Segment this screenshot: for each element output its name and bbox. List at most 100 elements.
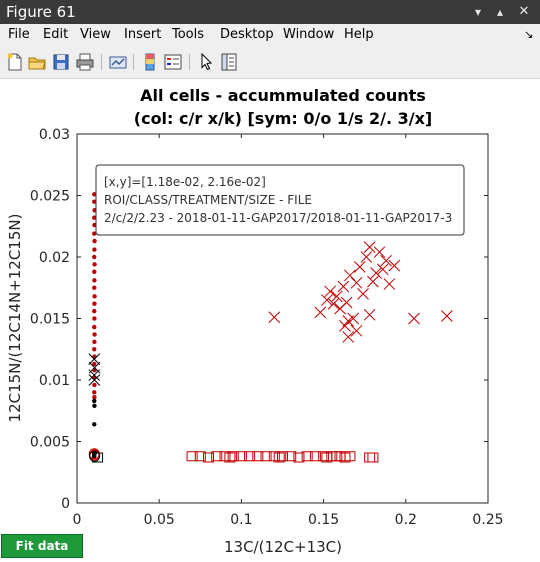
print-icon[interactable] (75, 52, 95, 72)
new-file-icon[interactable] (5, 52, 25, 72)
y-tick-label: 0.025 (30, 189, 70, 205)
data-point (340, 296, 353, 309)
data-point (92, 347, 97, 352)
menu-window[interactable]: Window (283, 27, 335, 42)
data-point (92, 215, 97, 220)
data-point (363, 308, 376, 321)
data-point (92, 403, 97, 409)
data-point (277, 451, 288, 462)
data-point (301, 451, 313, 462)
menu-edit[interactable]: Edit (43, 27, 69, 42)
data-point (380, 254, 392, 267)
data-point (88, 369, 101, 381)
menu-tools[interactable]: Tools (172, 27, 205, 42)
toolbar-separator (101, 54, 102, 70)
data-point (92, 285, 97, 290)
data-point (367, 275, 379, 288)
data-point (360, 251, 373, 263)
data-point (186, 451, 198, 462)
data-point (203, 452, 215, 463)
menu-view[interactable]: View (80, 27, 111, 42)
data-point (92, 294, 97, 299)
dock-arrow-icon[interactable]: ↘ (524, 28, 534, 41)
data-point (92, 324, 97, 330)
data-point (92, 301, 97, 306)
data-point (92, 454, 97, 459)
toolbar-separator (189, 54, 190, 70)
pointer-icon[interactable] (196, 52, 216, 72)
data-point (350, 324, 363, 337)
data-tip-line1: [x,y]=[1.18e-02, 2.16e-02] (104, 175, 266, 189)
maximize-icon[interactable]: ▴ (496, 5, 504, 19)
data-point (324, 285, 337, 298)
data-point (92, 231, 97, 236)
data-point (224, 452, 236, 463)
data-point (344, 269, 356, 282)
data-point (244, 451, 256, 462)
menu-desktop[interactable]: Desktop (220, 27, 274, 42)
data-points (88, 192, 453, 463)
data-point (92, 269, 97, 274)
data-point (342, 331, 355, 343)
data-point (211, 451, 223, 462)
property-editor-icon[interactable] (219, 52, 239, 72)
y-tick-label: 0.02 (39, 250, 70, 266)
data-point (293, 452, 305, 463)
data-point (92, 339, 97, 345)
link-plot-icon[interactable] (108, 52, 128, 72)
x-tick-label: 0 (73, 512, 82, 528)
x-axis: 0 0.05 0.1 0.15 0.2 0.25 (73, 134, 504, 528)
y-tick-label: 0.03 (39, 127, 70, 143)
menu-insert[interactable]: Insert (124, 27, 162, 42)
chart-subtitle: (col: c/r x/k) [sym: 0/o 1/s 2/. 3/x] (134, 109, 432, 128)
x-axis-label: 13C/(12C+13C) (224, 538, 342, 556)
data-point (92, 395, 97, 400)
close-icon[interactable]: ✕ (518, 4, 530, 19)
y-tick-label: 0.005 (30, 435, 70, 451)
menu-file[interactable]: File (8, 27, 30, 42)
data-point (92, 238, 97, 244)
data-point (92, 332, 97, 337)
data-tip[interactable]: [x,y]=[1.18e-02, 2.16e-02] ROI/CLASS/TRE… (95, 164, 465, 236)
data-point (92, 308, 97, 314)
open-folder-icon[interactable] (27, 52, 47, 72)
y-tick-label: 0.015 (30, 312, 70, 328)
x-tick-label: 0.15 (308, 512, 339, 528)
save-icon[interactable] (51, 52, 71, 72)
data-point (330, 290, 343, 303)
data-point (235, 451, 247, 462)
data-point (321, 294, 333, 306)
data-point (373, 246, 386, 258)
data-point (357, 288, 369, 300)
data-point (285, 451, 297, 462)
data-point (388, 259, 401, 272)
data-point (339, 320, 351, 332)
data-point (314, 306, 327, 319)
data-point (92, 422, 97, 427)
data-point (92, 390, 97, 395)
chart-title: All cells - accummulated counts (140, 86, 426, 105)
data-point (353, 260, 366, 273)
data-point (92, 398, 97, 404)
x-tick-label: 0.1 (230, 512, 252, 528)
fit-data-button[interactable]: Fit data (1, 534, 83, 558)
data-point (344, 451, 356, 462)
legend-icon[interactable] (163, 52, 183, 72)
data-point (441, 310, 453, 322)
data-point (347, 312, 360, 325)
colorbar-icon[interactable] (140, 52, 160, 72)
minimize-icon[interactable]: ▾ (474, 5, 482, 19)
menu-help[interactable]: Help (344, 27, 374, 42)
data-tip-box (95, 164, 465, 236)
data-point (88, 353, 101, 365)
title-bar: Figure 61 ▾ ▴ ✕ (0, 0, 540, 24)
data-point (363, 241, 376, 254)
data-point (92, 192, 97, 197)
data-point (88, 374, 101, 386)
data-point (92, 262, 97, 267)
data-point (327, 297, 340, 310)
y-axis: 0 0.005 0.01 0.015 0.02 0.025 0.03 (30, 127, 488, 512)
data-point (227, 451, 239, 462)
